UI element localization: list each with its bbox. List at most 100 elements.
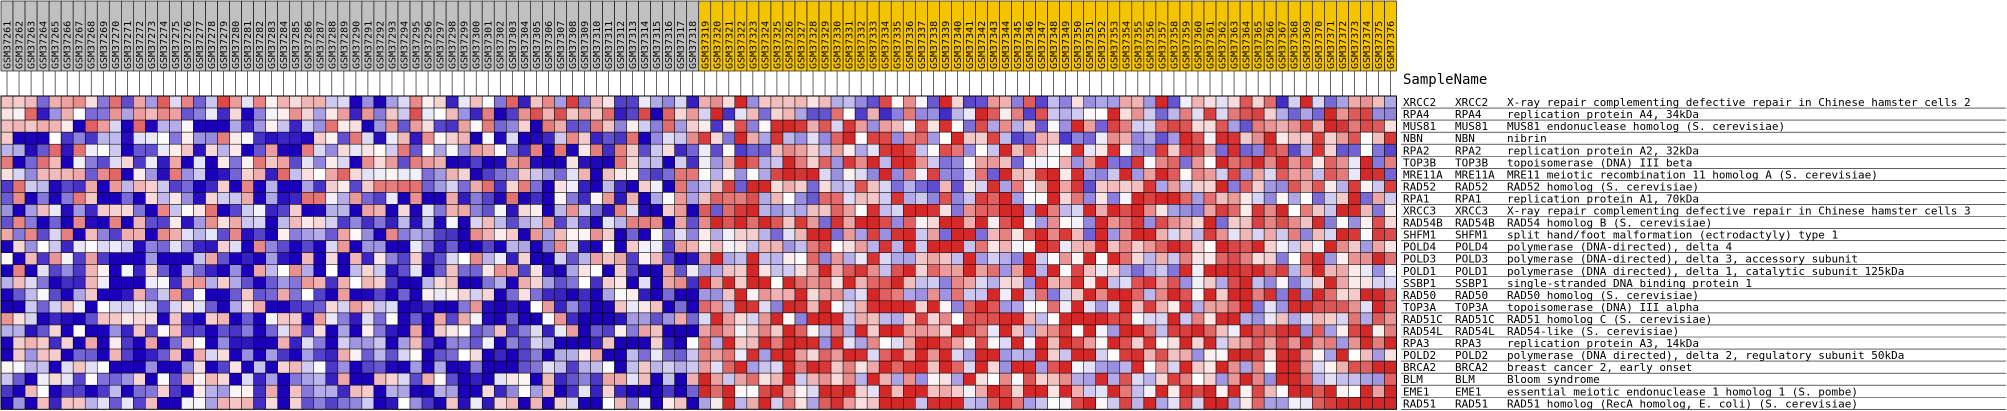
heatmap-cell bbox=[349, 156, 363, 169]
heatmap-cell bbox=[686, 143, 699, 157]
heatmap-cell bbox=[927, 143, 940, 157]
heatmap-cell bbox=[48, 216, 62, 229]
heatmap-cell bbox=[854, 192, 868, 205]
heatmap-cell bbox=[12, 360, 26, 374]
heatmap-cell bbox=[1384, 324, 1397, 338]
heatmap-cell bbox=[373, 228, 387, 241]
heatmap-cell bbox=[866, 348, 880, 362]
heatmap-cell bbox=[806, 252, 820, 265]
heatmap-cell bbox=[1299, 216, 1313, 229]
heatmap-cell bbox=[109, 384, 122, 398]
heatmap-cell bbox=[109, 131, 122, 145]
heatmap-cell bbox=[698, 168, 712, 181]
heatmap-cell bbox=[1131, 276, 1145, 290]
heatmap-cell bbox=[229, 107, 242, 121]
heatmap-cell bbox=[626, 324, 639, 338]
heatmap-cell bbox=[674, 276, 687, 290]
heatmap-cell bbox=[1251, 288, 1265, 302]
row-description-RPA1: replication protein A1, 70kDa bbox=[1507, 192, 1699, 205]
heatmap-cell bbox=[710, 119, 724, 133]
heatmap-cell bbox=[951, 228, 964, 241]
heatmap-cell bbox=[229, 216, 242, 229]
heatmap-cell bbox=[602, 312, 615, 326]
heatmap-cell bbox=[253, 384, 266, 398]
heatmap-cell bbox=[818, 216, 832, 229]
heatmap-cell bbox=[109, 156, 122, 169]
heatmap-cell bbox=[469, 360, 483, 374]
heatmap-cell bbox=[96, 131, 110, 145]
heatmap-cell bbox=[1155, 95, 1169, 109]
heatmap-cell bbox=[1312, 95, 1325, 109]
heatmap-cell bbox=[590, 143, 603, 157]
heatmap-cell bbox=[794, 131, 808, 145]
heatmap-cell bbox=[1287, 324, 1301, 338]
heatmap-cell bbox=[746, 324, 760, 338]
heatmap-cell bbox=[1324, 252, 1337, 265]
heatmap-cell bbox=[1287, 276, 1301, 290]
heatmap-cell bbox=[145, 180, 158, 193]
heatmap-cell bbox=[493, 119, 507, 133]
heatmap-cell bbox=[758, 397, 772, 410]
heatmap-cell bbox=[241, 336, 254, 350]
heatmap-cell bbox=[734, 360, 748, 374]
heatmap-cell bbox=[169, 384, 182, 398]
heatmap-cell bbox=[60, 252, 74, 265]
row-id-NBN: NBN bbox=[1403, 132, 1423, 145]
heatmap-cell bbox=[590, 168, 603, 181]
heatmap-cell bbox=[1095, 240, 1109, 253]
heatmap-cell bbox=[1348, 119, 1361, 133]
heatmap-cell bbox=[457, 300, 471, 314]
heatmap-cell bbox=[481, 204, 495, 217]
heatmap-cell bbox=[951, 143, 964, 157]
heatmap-cell bbox=[60, 143, 74, 157]
heatmap-cell bbox=[217, 216, 230, 229]
heatmap-cell bbox=[1155, 324, 1169, 338]
row-symbol-RPA3: RPA3 bbox=[1455, 337, 1482, 350]
heatmap-cell bbox=[397, 300, 411, 314]
heatmap-cell bbox=[927, 300, 940, 314]
heatmap-cell bbox=[1059, 204, 1072, 217]
heatmap-cell bbox=[121, 204, 134, 217]
heatmap-cell bbox=[710, 288, 724, 302]
heatmap-cell bbox=[854, 324, 868, 338]
column-label-GSM37307: GSM37307 bbox=[556, 21, 567, 69]
heatmap-cell bbox=[1372, 95, 1385, 109]
heatmap-cell bbox=[794, 192, 808, 205]
heatmap-cell bbox=[1155, 216, 1169, 229]
heatmap-cell bbox=[313, 348, 327, 362]
heatmap-cell bbox=[1059, 300, 1072, 314]
heatmap-cell bbox=[878, 228, 892, 241]
heatmap-cell bbox=[1179, 95, 1193, 109]
heatmap-cell bbox=[975, 131, 988, 145]
heatmap-cell bbox=[939, 324, 952, 338]
heatmap-cell bbox=[469, 276, 483, 290]
row-id-RAD51C: RAD51C bbox=[1403, 313, 1443, 326]
heatmap-cell bbox=[1071, 131, 1084, 145]
heatmap-cell bbox=[1083, 240, 1096, 253]
heatmap-cell bbox=[951, 168, 964, 181]
heatmap-cell bbox=[650, 216, 663, 229]
heatmap-cell bbox=[1131, 228, 1145, 241]
heatmap-cell bbox=[650, 324, 663, 338]
heatmap-cell bbox=[806, 264, 820, 278]
heatmap-cell bbox=[409, 216, 423, 229]
heatmap-cell bbox=[84, 95, 98, 109]
heatmap-cell bbox=[806, 156, 820, 169]
heatmap-cell bbox=[1155, 240, 1169, 253]
heatmap-cell bbox=[878, 276, 892, 290]
row-description-RAD54L: RAD54-like (S. cerevisiae) bbox=[1507, 325, 1679, 338]
heatmap-cell bbox=[746, 95, 760, 109]
heatmap-cell bbox=[746, 119, 760, 133]
heatmap-cell bbox=[1299, 264, 1313, 278]
heatmap-cell bbox=[951, 300, 964, 314]
heatmap-cell bbox=[169, 168, 182, 181]
heatmap-cell bbox=[698, 192, 712, 205]
heatmap-cell bbox=[433, 348, 447, 362]
heatmap-cell bbox=[614, 348, 627, 362]
heatmap-cell bbox=[1384, 216, 1397, 229]
heatmap-cell bbox=[313, 168, 327, 181]
heatmap-cell bbox=[890, 264, 904, 278]
heatmap-cell bbox=[96, 143, 110, 157]
heatmap-cell bbox=[1360, 107, 1373, 121]
heatmap-cell bbox=[277, 288, 290, 302]
